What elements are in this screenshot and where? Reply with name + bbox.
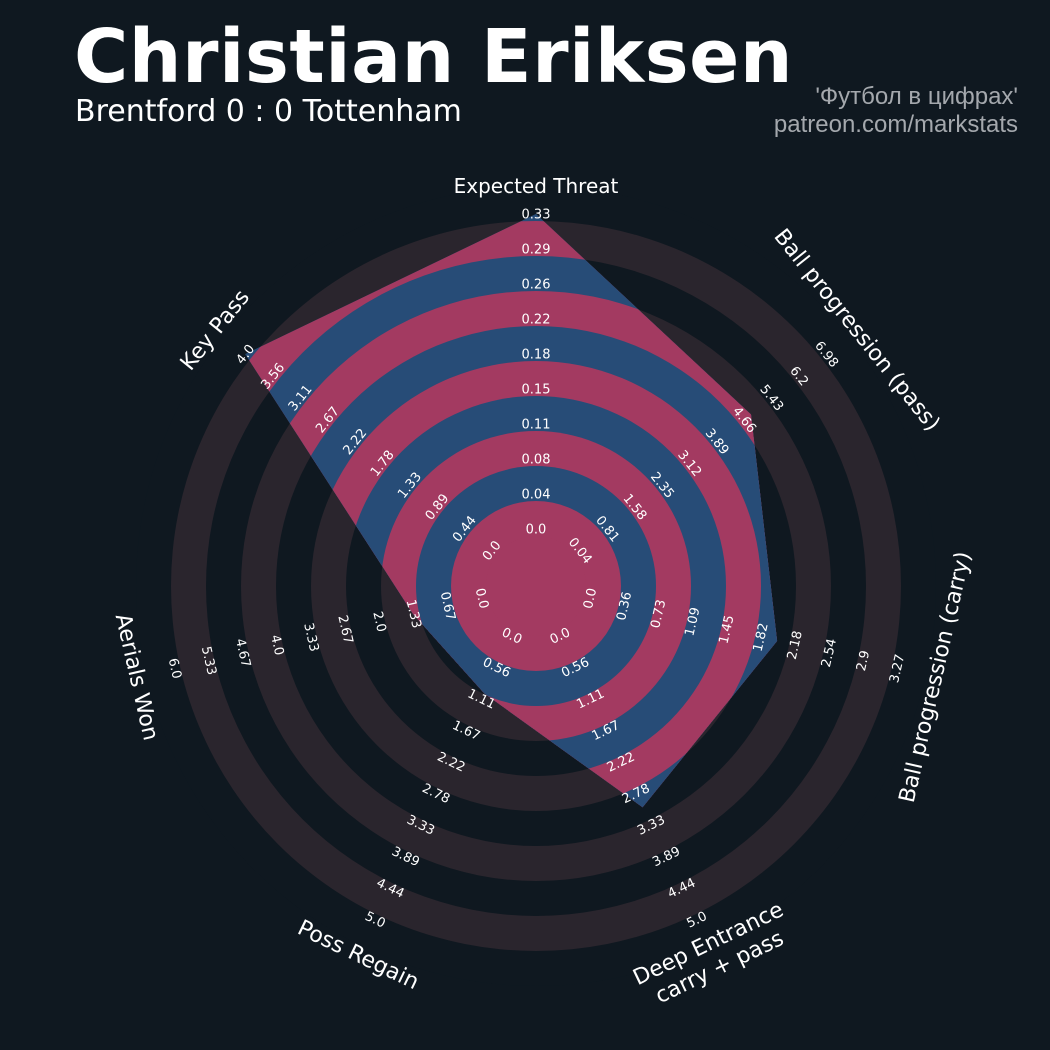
tick-label: 3.33 <box>300 622 321 654</box>
tick-label: 4.67 <box>232 637 253 669</box>
tick-label: 4.0 <box>267 633 286 657</box>
tick-label: 0.73 <box>648 598 669 630</box>
tick-label: 0.67 <box>437 590 458 622</box>
player-ring-core <box>486 536 586 636</box>
tick-label: 0.33 <box>522 208 551 223</box>
tick-label: 2.0 <box>369 610 388 634</box>
tick-label: 5.33 <box>198 645 219 677</box>
tick-label: 2.54 <box>819 637 840 669</box>
tick-label: 1.82 <box>751 622 772 654</box>
tick-label: 0.0 <box>581 587 600 611</box>
tick-label: 6.0 <box>165 657 184 681</box>
tick-label: 0.29 <box>522 243 551 258</box>
tick-label: 3.27 <box>887 653 908 685</box>
match-subtitle: Brentford 0 : 0 Tottenham <box>75 94 462 129</box>
tick-label: 2.67 <box>334 614 355 646</box>
credit-line-2: patreon.com/markstats <box>773 111 1018 138</box>
tick-label: 0.0 <box>472 587 491 611</box>
tick-label: 0.18 <box>522 348 551 363</box>
tick-label: 0.15 <box>522 383 551 398</box>
tick-label: 0.22 <box>522 313 551 328</box>
credit-line-1: 'Футбол в цифрах' <box>815 83 1018 110</box>
tick-label: 1.45 <box>717 614 738 646</box>
tick-label: 0.04 <box>522 488 551 503</box>
tick-label: 2.9 <box>854 649 873 673</box>
tick-label: 1.33 <box>403 598 424 630</box>
tick-label: 0.26 <box>522 278 551 293</box>
tick-label: 0.0 <box>526 523 547 538</box>
player-name-title: Christian Eriksen <box>74 14 794 100</box>
tick-label: 0.11 <box>522 418 551 433</box>
tick-label: 0.36 <box>614 590 635 622</box>
tick-label: 2.18 <box>785 629 806 661</box>
tick-label: 1.09 <box>682 606 703 638</box>
tick-label: 0.08 <box>522 453 551 468</box>
axis-label: Expected Threat <box>454 174 619 198</box>
